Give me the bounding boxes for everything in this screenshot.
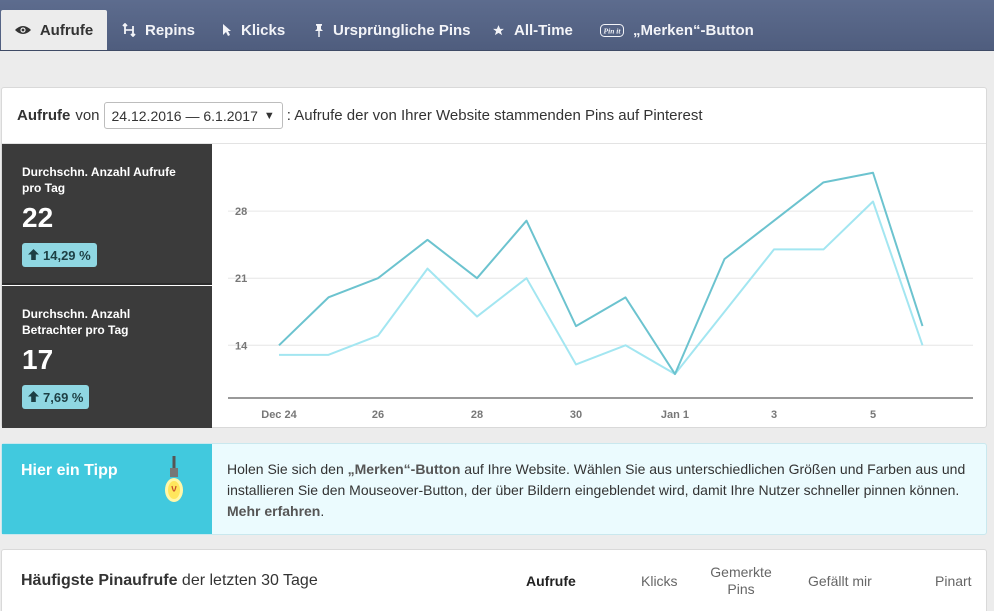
merken-button-link[interactable]: „Merken“-Button	[347, 461, 461, 477]
tip-banner: Hier ein Tipp Holen Sie sich den „Merken…	[1, 443, 987, 535]
column-gemerkte-pins[interactable]: Gemerkte Pins	[710, 564, 772, 597]
stat-value: 17	[22, 344, 54, 375]
column-pinart[interactable]: Pinart	[935, 573, 972, 589]
tab-repins[interactable]: Repins	[122, 10, 195, 50]
tab-urspruengliche-pins[interactable]: Ursprüngliche Pins	[314, 10, 471, 50]
change-badge: 7,69 %	[22, 385, 90, 409]
stat-avg-impressions: Durchschn. Anzahl Aufrufe pro Tag 22 14,…	[2, 144, 212, 285]
x-tick-label: 5	[870, 409, 876, 421]
tip-body: Holen Sie sich den „Merken“-Button auf I…	[227, 459, 972, 522]
x-tick-label: 26	[372, 409, 384, 421]
tip-header: Hier ein Tipp	[2, 444, 212, 534]
tip-text: Holen Sie sich den	[227, 461, 348, 477]
tip-title: Hier ein Tipp	[21, 462, 118, 479]
repin-icon	[122, 23, 136, 37]
y-tick-label: 14	[235, 340, 248, 352]
series-line-betrachter	[279, 200, 924, 376]
tip-text: .	[320, 503, 325, 519]
column-aufrufe[interactable]: Aufrufe	[526, 573, 576, 589]
stat-value: 22	[22, 202, 54, 233]
x-tick-label: 3	[771, 409, 777, 421]
learn-more-link[interactable]: Mehr erfahren	[227, 503, 321, 519]
tab-label: All-Time	[514, 21, 573, 39]
x-tick-label: 28	[471, 409, 483, 421]
tab-label: Ursprüngliche Pins	[333, 21, 471, 39]
page-title: Aufrufe	[17, 107, 71, 124]
x-tick-label: Dec 24	[261, 409, 297, 421]
von-label: von	[75, 107, 100, 124]
lightbulb-icon	[162, 456, 186, 517]
impressions-chart: 14 21 28 Dec 24 26 28 30 Jan 1 3 5	[213, 144, 986, 428]
tab-label: Klicks	[241, 21, 286, 39]
date-range-value: 24.12.2016 — 6.1.2017	[111, 107, 258, 124]
arrow-up-icon	[28, 390, 39, 405]
pinit-icon: Pin it	[600, 23, 624, 37]
stat-label: Durchschn. Anzahl Betrachter pro Tag	[22, 307, 131, 337]
series-line-aufrufe	[278, 171, 924, 376]
date-range-select[interactable]: 24.12.2016 — 6.1.2017 ▼	[103, 102, 283, 129]
column-klicks[interactable]: Klicks	[641, 573, 678, 589]
change-value: 7,69 %	[43, 389, 84, 405]
tab-klicks[interactable]: Klicks	[222, 10, 285, 50]
svg-text:Pin it: Pin it	[604, 26, 622, 35]
tab-all-time[interactable]: All-Time	[492, 10, 573, 50]
tab-merken-button[interactable]: Pin it „Merken“-Button	[600, 10, 754, 50]
x-tick-label: 30	[570, 409, 582, 421]
y-tick-label: 21	[235, 273, 247, 285]
pin-icon	[314, 23, 324, 37]
change-value: 14,29 %	[43, 247, 91, 263]
header-description: : Aufrufe der von Ihrer Website stammend…	[286, 107, 703, 124]
cursor-icon	[222, 23, 232, 37]
tip-text: auf Ihre Website. Wählen Sie aus untersc…	[227, 461, 966, 498]
top-pins-title-rest: der letzten 30 Tage	[177, 572, 318, 589]
top-pins-title-bold: Häufigste Pinaufrufe	[21, 572, 178, 589]
tab-label: Aufrufe	[39, 21, 94, 39]
tab-label: Repins	[145, 21, 196, 39]
caret-down-icon: ▼	[263, 109, 275, 122]
top-pins-card: Häufigste Pinaufrufe der letzten 30 Tage…	[1, 549, 987, 611]
stat-label: Durchschn. Anzahl Aufrufe pro Tag	[22, 165, 176, 195]
column-gefaellt-mir[interactable]: Gefällt mir	[808, 573, 872, 589]
tab-aufrufe[interactable]: Aufrufe	[1, 10, 107, 50]
star-icon	[492, 24, 505, 37]
top-pins-title: Häufigste Pinaufrufe der letzten 30 Tage	[21, 572, 318, 590]
stat-avg-viewers: Durchschn. Anzahl Betrachter pro Tag 17 …	[2, 286, 212, 428]
y-tick-label: 28	[235, 206, 247, 218]
eye-icon	[14, 24, 31, 36]
impressions-card: Aufrufe von 24.12.2016 — 6.1.2017 ▼ : Au…	[1, 87, 987, 428]
tab-label: „Merken“-Button	[633, 21, 754, 39]
x-tick-label: Jan 1	[661, 409, 689, 421]
card-header: Aufrufe von 24.12.2016 — 6.1.2017 ▼ : Au…	[2, 88, 986, 144]
tab-bar: Aufrufe Repins Klicks Ursprüngliche Pins…	[0, 0, 994, 51]
change-badge: 14,29 %	[22, 243, 97, 267]
arrow-up-icon	[28, 248, 39, 263]
